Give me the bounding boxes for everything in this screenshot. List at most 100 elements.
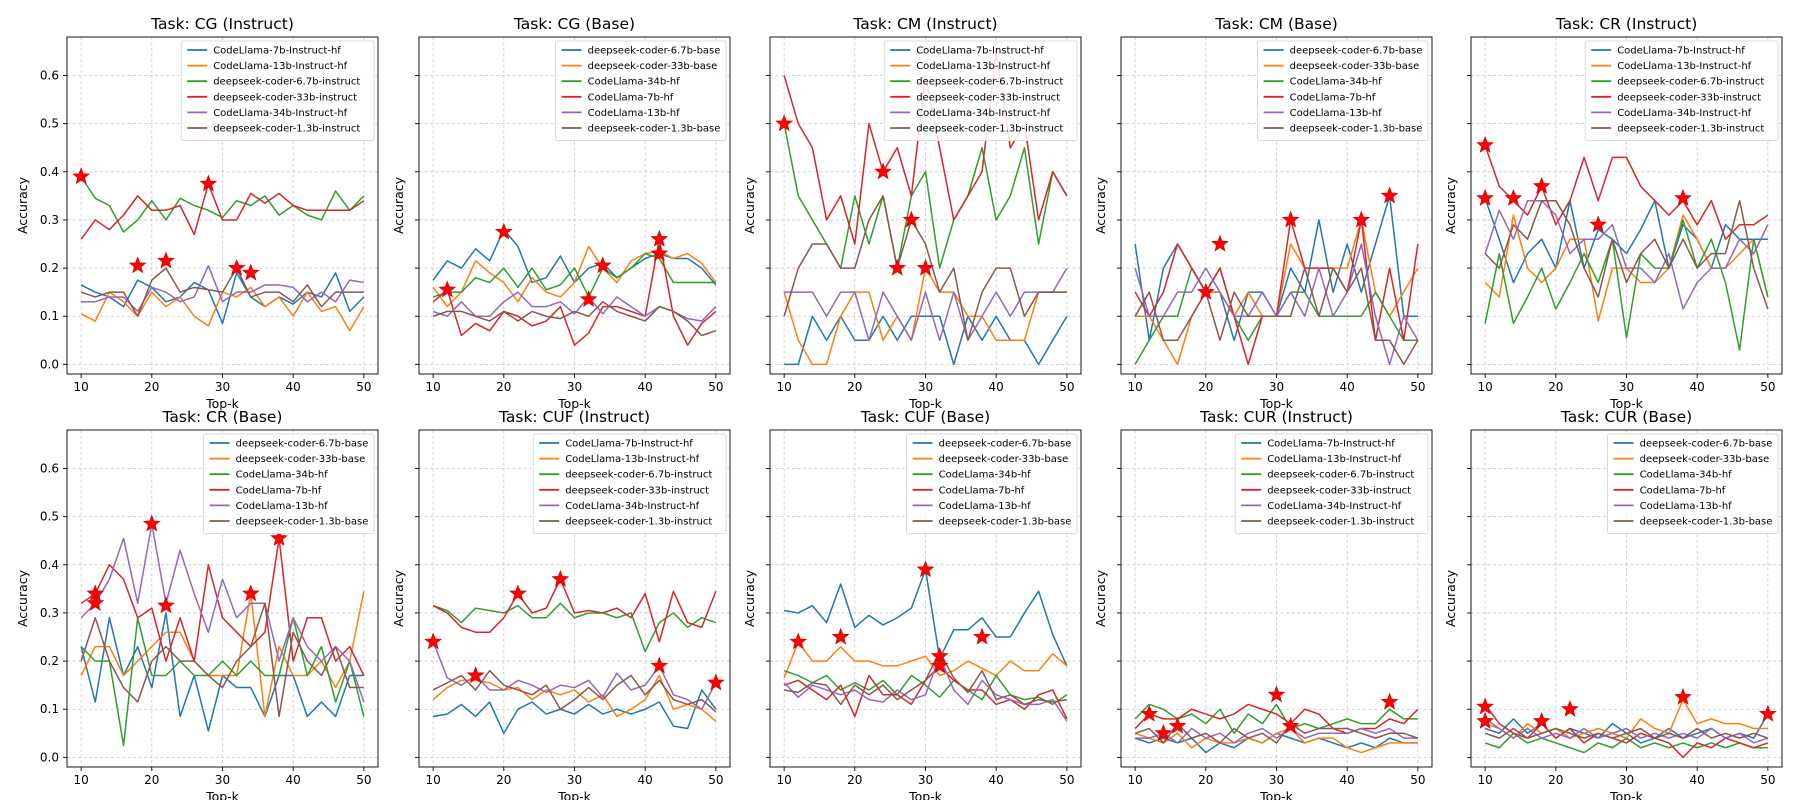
legend-label: CodeLlama-7b-Instruct-hf xyxy=(1267,439,1395,450)
legend-label: CodeLlama-13b-hf xyxy=(939,501,1032,512)
star-markers xyxy=(775,114,935,276)
legend-label: CodeLlama-34b-hf xyxy=(236,470,329,481)
series-line xyxy=(1135,727,1418,744)
series-line xyxy=(432,578,717,643)
series-line xyxy=(1134,267,1419,366)
best-star-marker xyxy=(650,244,669,262)
best-star-marker xyxy=(1674,687,1692,705)
x-tick-label: 50 xyxy=(1410,773,1425,787)
best-star-marker xyxy=(1532,711,1551,729)
best-star-marker xyxy=(916,258,935,276)
x-tick-label: 30 xyxy=(1619,773,1634,787)
legend-label: deepseek-coder-1.3b-instruct xyxy=(1267,517,1414,528)
legend-label: deepseek-coder-6.7b-base xyxy=(1640,439,1773,450)
x-tick-label: 50 xyxy=(1410,380,1425,394)
x-tick-label: 30 xyxy=(215,380,230,394)
best-star-marker xyxy=(1674,188,1692,206)
best-star-marker xyxy=(157,596,175,614)
legend-box xyxy=(1584,40,1779,141)
subplot-panel: 10 20 30 40 50 Task: CUF (Base) Top-k Accuracy d… xyxy=(742,408,1082,804)
legend-label: CodeLlama-34b-Instruct-hf xyxy=(213,108,347,119)
legend: CodeLlama-7b-Instruct-hf CodeLlama-13b-In… xyxy=(180,40,375,141)
legend-label: CodeLlama-7b-hf xyxy=(588,92,674,103)
legend-label: deepseek-coder-1.3b-base xyxy=(939,517,1072,528)
series-line xyxy=(1134,703,1418,735)
legend-label: CodeLlama-13b-hf xyxy=(588,108,681,119)
best-star-marker xyxy=(1281,210,1300,228)
x-axis-label: Top-k xyxy=(557,396,592,411)
best-star-marker xyxy=(916,560,935,578)
y-tick-label: 0.1 xyxy=(40,702,59,716)
y-tick-label: 0.5 xyxy=(40,117,59,131)
x-tick-label: 10 xyxy=(1127,380,1142,394)
x-tick-label: 30 xyxy=(567,380,582,394)
x-tick-label: 40 xyxy=(1340,773,1355,787)
x-tick-label: 30 xyxy=(1269,380,1284,394)
subplot-title: Task: CM (Instruct) xyxy=(852,15,997,33)
star-markers xyxy=(424,569,725,691)
series-line xyxy=(81,264,364,313)
legend-box xyxy=(1257,40,1429,141)
x-tick-label: 50 xyxy=(356,773,371,787)
series-group xyxy=(1134,195,1419,366)
best-star-marker xyxy=(227,258,246,276)
best-star-marker xyxy=(1589,215,1608,233)
best-star-marker xyxy=(973,627,991,645)
series-line xyxy=(433,689,717,735)
legend-box xyxy=(532,433,727,534)
legend-label: deepseek-coder-6.7b-instruct xyxy=(916,77,1063,88)
series-line xyxy=(1134,703,1419,735)
y-axis-label: Accuracy xyxy=(1093,569,1108,627)
series-line xyxy=(80,176,365,233)
subplot-title: Task: CUF (Base) xyxy=(860,408,990,426)
legend-label: deepseek-coder-33b-instruct xyxy=(213,92,357,103)
best-star-marker xyxy=(1267,685,1286,703)
legend-box xyxy=(883,40,1078,141)
best-star-marker xyxy=(1140,704,1159,722)
y-axis-label: Accuracy xyxy=(391,569,406,627)
x-tick-label: 10 xyxy=(1477,773,1492,787)
best-star-marker xyxy=(128,256,147,274)
best-star-marker xyxy=(831,627,850,645)
y-tick-label: 0.4 xyxy=(40,165,59,179)
legend-label: CodeLlama-34b-Instruct-hf xyxy=(1267,501,1401,512)
y-axis-label: Accuracy xyxy=(15,176,30,234)
legend-box xyxy=(180,40,375,141)
best-star-marker xyxy=(1476,697,1495,715)
best-star-marker xyxy=(438,280,457,298)
x-axis-label: Top-k xyxy=(1609,789,1644,800)
x-tick-label: 40 xyxy=(638,380,653,394)
legend-label: deepseek-coder-6.7b-base xyxy=(236,439,369,450)
x-axis-label: Top-k xyxy=(908,396,943,411)
x-tick-label: 10 xyxy=(425,380,440,394)
best-star-marker xyxy=(1352,210,1371,228)
y-tick-label: 0.0 xyxy=(40,357,59,371)
legend-label: CodeLlama-7b-hf xyxy=(236,485,322,496)
legend-label: deepseek-coder-33b-instruct xyxy=(916,92,1060,103)
legend: CodeLlama-7b-Instruct-hf CodeLlama-13b-In… xyxy=(1234,433,1429,534)
best-star-marker xyxy=(1476,711,1495,729)
legend-label: deepseek-coder-1.3b-base xyxy=(236,517,369,528)
x-tick-label: 20 xyxy=(144,380,159,394)
best-star-marker xyxy=(874,162,892,180)
legend-label: deepseek-coder-6.7b-instruct xyxy=(565,470,712,481)
y-tick-label: 0.4 xyxy=(40,558,59,572)
series-group xyxy=(432,228,717,346)
legend-label: CodeLlama-7b-hf xyxy=(939,485,1025,496)
best-star-marker xyxy=(706,673,725,691)
legend: CodeLlama-7b-Instruct-hf CodeLlama-13b-In… xyxy=(532,433,727,534)
legend-label: deepseek-coder-6.7b-base xyxy=(1290,46,1423,57)
x-axis-label: Top-k xyxy=(205,789,240,800)
legend-label: CodeLlama-13b-Instruct-hf xyxy=(565,454,699,465)
series-line xyxy=(432,602,717,653)
y-tick-label: 0.3 xyxy=(40,606,59,620)
star-markers xyxy=(789,560,991,674)
legend-label: CodeLlama-34b-hf xyxy=(1640,470,1733,481)
x-axis-label: Top-k xyxy=(205,396,240,411)
legend: CodeLlama-7b-Instruct-hf CodeLlama-13b-In… xyxy=(883,40,1078,141)
star-markers xyxy=(86,514,288,614)
x-tick-label: 10 xyxy=(776,773,791,787)
legend: deepseek-coder-6.7b-base deepseek-coder-3… xyxy=(1607,433,1779,534)
x-axis-label: Top-k xyxy=(1609,396,1644,411)
